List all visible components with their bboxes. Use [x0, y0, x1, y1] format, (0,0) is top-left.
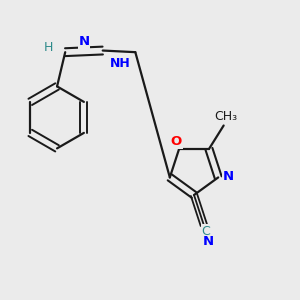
Text: N: N	[222, 169, 234, 183]
Text: O: O	[171, 135, 182, 148]
Text: CH₃: CH₃	[215, 110, 238, 123]
Text: H: H	[44, 41, 53, 54]
Text: NH: NH	[110, 57, 131, 70]
Text: N: N	[203, 236, 214, 248]
Text: N: N	[78, 35, 89, 48]
Text: C: C	[201, 225, 210, 238]
